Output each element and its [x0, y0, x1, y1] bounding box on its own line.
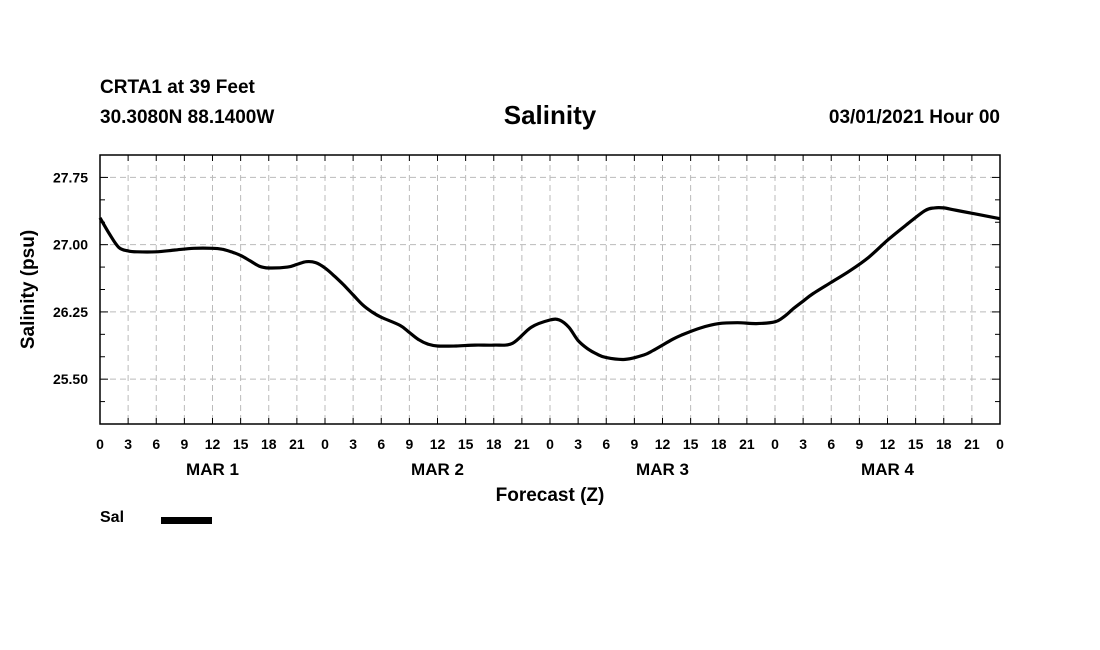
- x-tick-label: 9: [855, 436, 863, 452]
- day-label: MAR 4: [861, 460, 914, 479]
- x-tick-label: 21: [514, 436, 530, 452]
- x-axis-label: Forecast (Z): [496, 485, 605, 506]
- y-tick-label: 27.75: [53, 169, 88, 185]
- legend-swatch: [161, 517, 212, 524]
- x-tick-label: 0: [321, 436, 329, 452]
- x-tick-label: 15: [908, 436, 924, 452]
- x-tick-label: 6: [602, 436, 610, 452]
- x-tick-label: 3: [799, 436, 807, 452]
- x-tick-label: 21: [964, 436, 980, 452]
- series-layer: [98, 206, 1001, 362]
- x-tick-label: 12: [430, 436, 446, 452]
- axis-labels: 0 3 6 9 12 15 18 21 0 3 6 9 12 15 18 21 0 3 6 9 12 15 18 21 0 3 6 9…: [53, 169, 1004, 479]
- x-tick-label: 18: [261, 436, 277, 452]
- x-tick-label: 18: [486, 436, 502, 452]
- x-tick-label: 12: [655, 436, 671, 452]
- y-tick-label: 26.25: [53, 304, 88, 320]
- x-tick-label: 6: [377, 436, 385, 452]
- station-label: CRTA1 at 39 Feet: [100, 77, 255, 98]
- x-tick-label: 0: [546, 436, 554, 452]
- axis-ticks: [99, 155, 1001, 424]
- x-tick-label: 0: [771, 436, 779, 452]
- y-axis-label: Salinity (psu): [18, 230, 39, 349]
- x-tick-label: 0: [996, 436, 1004, 452]
- day-label: MAR 2: [411, 460, 464, 479]
- x-tick-label: 3: [124, 436, 132, 452]
- x-tick-label: 15: [683, 436, 699, 452]
- x-tick-label: 21: [289, 436, 305, 452]
- day-label: MAR 1: [186, 460, 239, 479]
- series-line-sal: [98, 206, 1001, 362]
- x-tick-label: 15: [233, 436, 249, 452]
- x-tick-label: 15: [458, 436, 474, 452]
- x-tick-label: 9: [630, 436, 638, 452]
- plot-frame: [99, 154, 1001, 425]
- chart-title: Salinity: [503, 100, 597, 130]
- x-tick-label: 18: [936, 436, 952, 452]
- x-tick-label: 0: [96, 436, 104, 452]
- datetime-label: 03/01/2021 Hour 00: [828, 107, 1000, 128]
- day-label: MAR 3: [636, 460, 689, 479]
- x-tick-label: 9: [405, 436, 413, 452]
- x-tick-label: 3: [574, 436, 582, 452]
- grid: [100, 155, 1000, 424]
- x-tick-label: 12: [205, 436, 221, 452]
- y-tick-label: 27.00: [53, 237, 88, 253]
- legend-label: Sal: [100, 509, 125, 526]
- x-tick-label: 9: [180, 436, 188, 452]
- x-tick-label: 18: [711, 436, 727, 452]
- x-tick-label: 3: [349, 436, 357, 452]
- coordinates-label: 30.3080N 88.1400W: [100, 107, 275, 128]
- x-tick-label: 6: [152, 436, 160, 452]
- x-tick-label: 6: [827, 436, 835, 452]
- x-tick-label: 12: [880, 436, 896, 452]
- y-tick-label: 25.50: [53, 371, 88, 387]
- x-tick-label: 21: [739, 436, 755, 452]
